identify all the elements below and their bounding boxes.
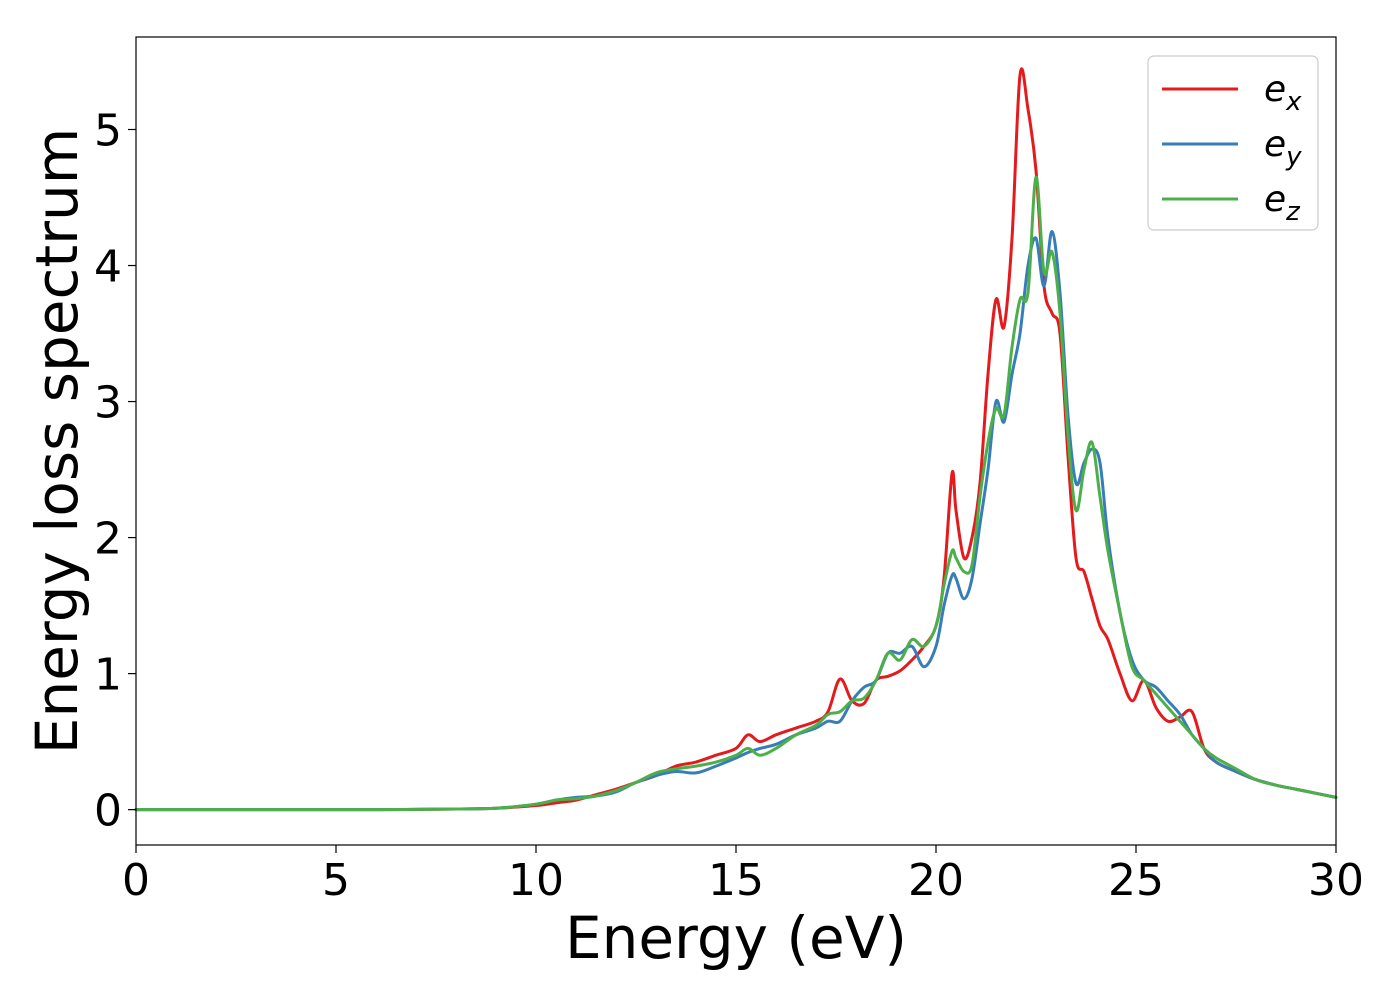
series-line-ez <box>134 175 1338 812</box>
legend-subscript: z <box>1285 197 1301 227</box>
x-tick-label: 5 <box>322 855 350 906</box>
x-axis: 0 5 10 15 20 25 30 <box>122 845 1364 906</box>
y-axis-title: Energy loss spectrum <box>23 128 91 754</box>
legend-subscript: y <box>1285 142 1302 172</box>
x-tick-label: 10 <box>508 855 564 906</box>
x-axis-title: Energy (eV) <box>565 904 907 972</box>
y-tick-label: 5 <box>94 105 122 156</box>
x-tick-label: 30 <box>1308 855 1364 906</box>
y-tick-label: 1 <box>94 650 122 701</box>
y-tick-label: 3 <box>94 378 122 429</box>
series-line-ey <box>134 230 1338 812</box>
y-tick-label: 4 <box>94 242 122 293</box>
series-layer <box>134 67 1338 812</box>
x-tick-label: 20 <box>908 855 964 906</box>
y-tick-label: 2 <box>94 514 122 565</box>
y-axis: 0 1 2 3 4 5 <box>94 105 136 837</box>
legend-subscript: x <box>1285 87 1302 117</box>
x-tick-label: 15 <box>708 855 764 906</box>
y-tick-label: 0 <box>94 786 122 837</box>
x-tick-label: 0 <box>122 855 150 906</box>
x-tick-label: 25 <box>1108 855 1164 906</box>
